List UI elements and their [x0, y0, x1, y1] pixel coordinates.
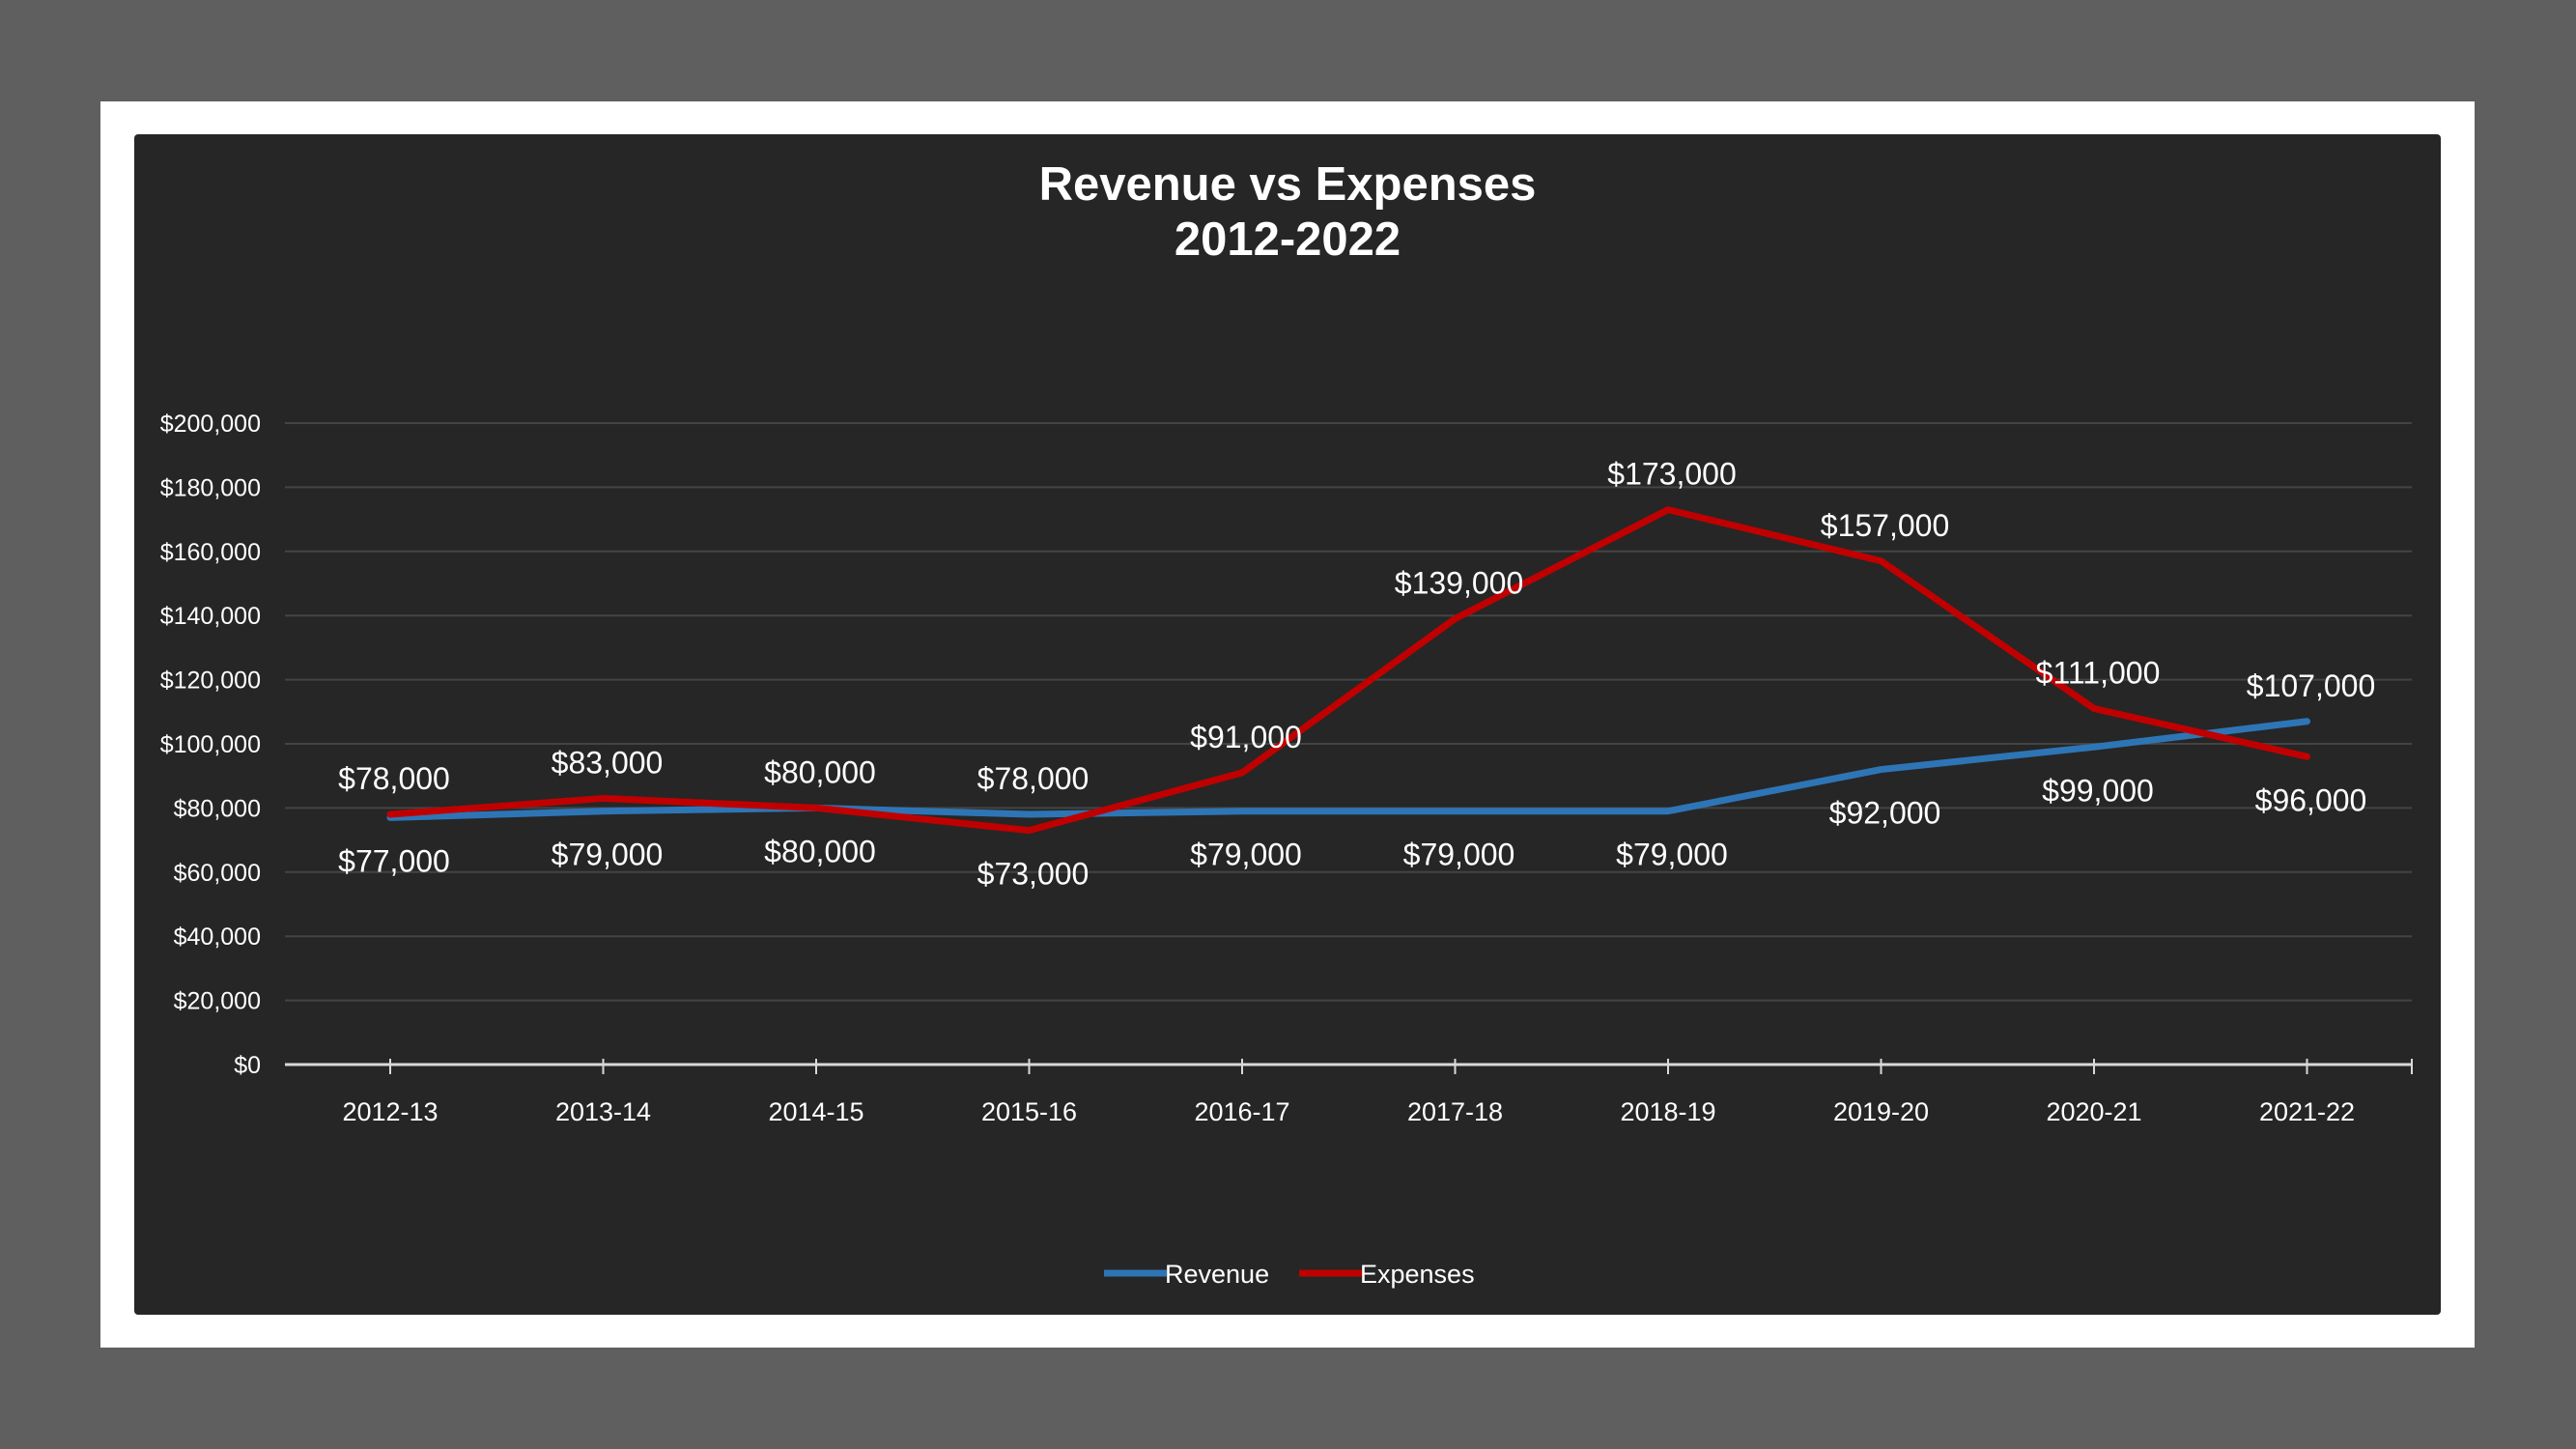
x-tick-label: 2019-20 [1833, 1097, 1929, 1126]
x-tick-label: 2015-16 [981, 1097, 1077, 1126]
series-line-expenses [386, 506, 2310, 835]
x-tick-label: 2013-14 [555, 1097, 651, 1126]
x-tick-label: 2021-22 [2259, 1097, 2355, 1126]
data-label-revenue: $79,000 [1616, 838, 1728, 872]
legend-label-expenses: Expenses [1360, 1260, 1475, 1289]
data-label-expenses: $73,000 [977, 857, 1090, 892]
data-label-revenue: $79,000 [552, 838, 664, 872]
data-label-revenue: $92,000 [1829, 796, 1941, 831]
legend-label-revenue: Revenue [1165, 1260, 1269, 1289]
y-tick-label: $160,000 [160, 539, 261, 566]
x-tick-label: 2016-17 [1194, 1097, 1289, 1126]
series-line-revenue [386, 718, 2310, 821]
y-axis: $0 $20,000 $40,000 $60,000 $80,000 $100,000 $1… [160, 411, 261, 1079]
data-label-revenue: $79,000 [1190, 838, 1302, 872]
data-label-revenue: $77,000 [338, 843, 450, 878]
x-tick-label: 2017-18 [1407, 1097, 1503, 1126]
x-tick-label: 2020-21 [2046, 1097, 2141, 1126]
x-tick-label: 2012-13 [342, 1097, 438, 1126]
x-axis: 2012-13 2013-14 2014-15 2015-16 2016-17 2017-… [285, 1059, 2413, 1126]
data-label-revenue: $79,000 [1403, 838, 1515, 872]
data-label-expenses: $111,000 [2036, 655, 2161, 690]
data-label-expenses: $139,000 [1395, 566, 1523, 601]
data-label-revenue: $78,000 [977, 761, 1090, 796]
data-label-revenue: $107,000 [2247, 668, 2375, 703]
y-tick-label: $0 [234, 1052, 261, 1079]
chart-panel [134, 134, 2441, 1315]
data-label-expenses: $173,000 [1607, 457, 1736, 492]
y-tick-label: $180,000 [160, 474, 261, 501]
gridlines [285, 422, 2412, 1002]
chart-subtitle: 2012-2022 [1175, 213, 1401, 266]
data-label-expenses: $80,000 [764, 754, 876, 789]
data-label-expenses: $91,000 [1190, 720, 1302, 754]
data-label-expenses: $96,000 [2255, 782, 2367, 817]
data-label-expenses: $78,000 [338, 761, 450, 796]
legend: Revenue Expenses [1104, 1260, 1475, 1289]
y-tick-label: $140,000 [160, 603, 261, 630]
y-tick-label: $120,000 [160, 668, 261, 695]
y-tick-label: $200,000 [160, 411, 261, 438]
data-label-revenue: $99,000 [2042, 773, 2154, 808]
data-label-revenue: $80,000 [764, 834, 876, 868]
y-tick-label: $100,000 [160, 731, 261, 758]
y-tick-label: $80,000 [174, 795, 261, 822]
chart-title: Revenue vs Expenses [1039, 158, 1537, 211]
series-lines [386, 506, 2310, 835]
y-tick-label: $60,000 [174, 860, 261, 887]
y-tick-label: $40,000 [174, 923, 261, 951]
data-label-expenses: $83,000 [552, 745, 664, 780]
x-tick-label: 2018-19 [1620, 1097, 1715, 1126]
data-label-expenses: $157,000 [1821, 508, 1949, 543]
data-labels: $77,000 $79,000 $80,000 $78,000 $79,000 $79,0… [338, 457, 2375, 892]
y-tick-label: $20,000 [174, 988, 261, 1015]
x-tick-label: 2014-15 [768, 1097, 863, 1126]
